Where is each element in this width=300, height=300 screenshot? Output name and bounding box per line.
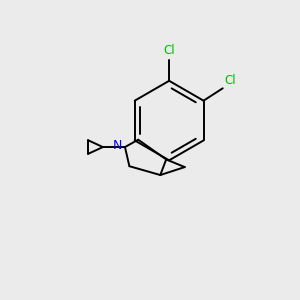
Text: Cl: Cl — [163, 44, 175, 57]
Text: Cl: Cl — [224, 74, 236, 87]
Text: N: N — [113, 140, 122, 152]
